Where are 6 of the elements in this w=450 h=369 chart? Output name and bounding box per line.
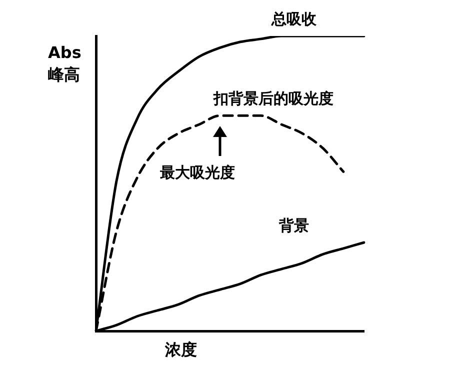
series-label: 背景 (278, 216, 309, 234)
x-axis-title: 浓度 (165, 340, 197, 361)
series-label: 总吸收 (270, 10, 318, 28)
annotation: 最大吸光度 (159, 164, 236, 182)
series-label: 扣背景后的吸光度 (212, 90, 334, 108)
y-axis-title: Abs 峰高 (48, 42, 82, 86)
